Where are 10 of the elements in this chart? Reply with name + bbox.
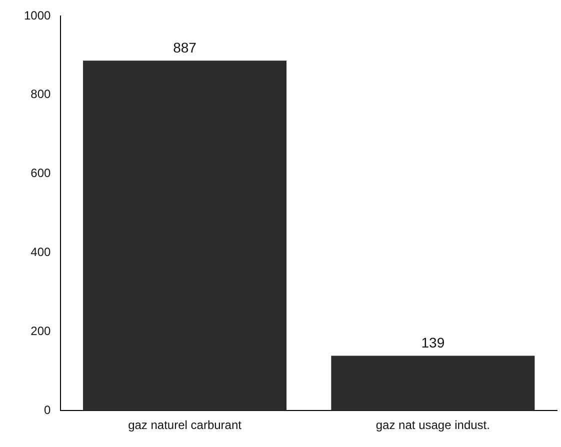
data-label: 139: [421, 334, 445, 351]
data-label: 887: [173, 39, 197, 56]
y-tick-label: 400: [30, 245, 52, 260]
y-tick-label: 800: [30, 87, 52, 102]
y-tick-label: 200: [30, 324, 52, 338]
y-tick-label: 0: [44, 402, 52, 417]
x-tick-label: gaz naturel carburant: [128, 418, 242, 432]
y-tick-label: 600: [30, 166, 52, 180]
y-tick-label: 1000: [24, 8, 52, 22]
x-tick-label: gaz nat usage indust.: [376, 418, 490, 432]
